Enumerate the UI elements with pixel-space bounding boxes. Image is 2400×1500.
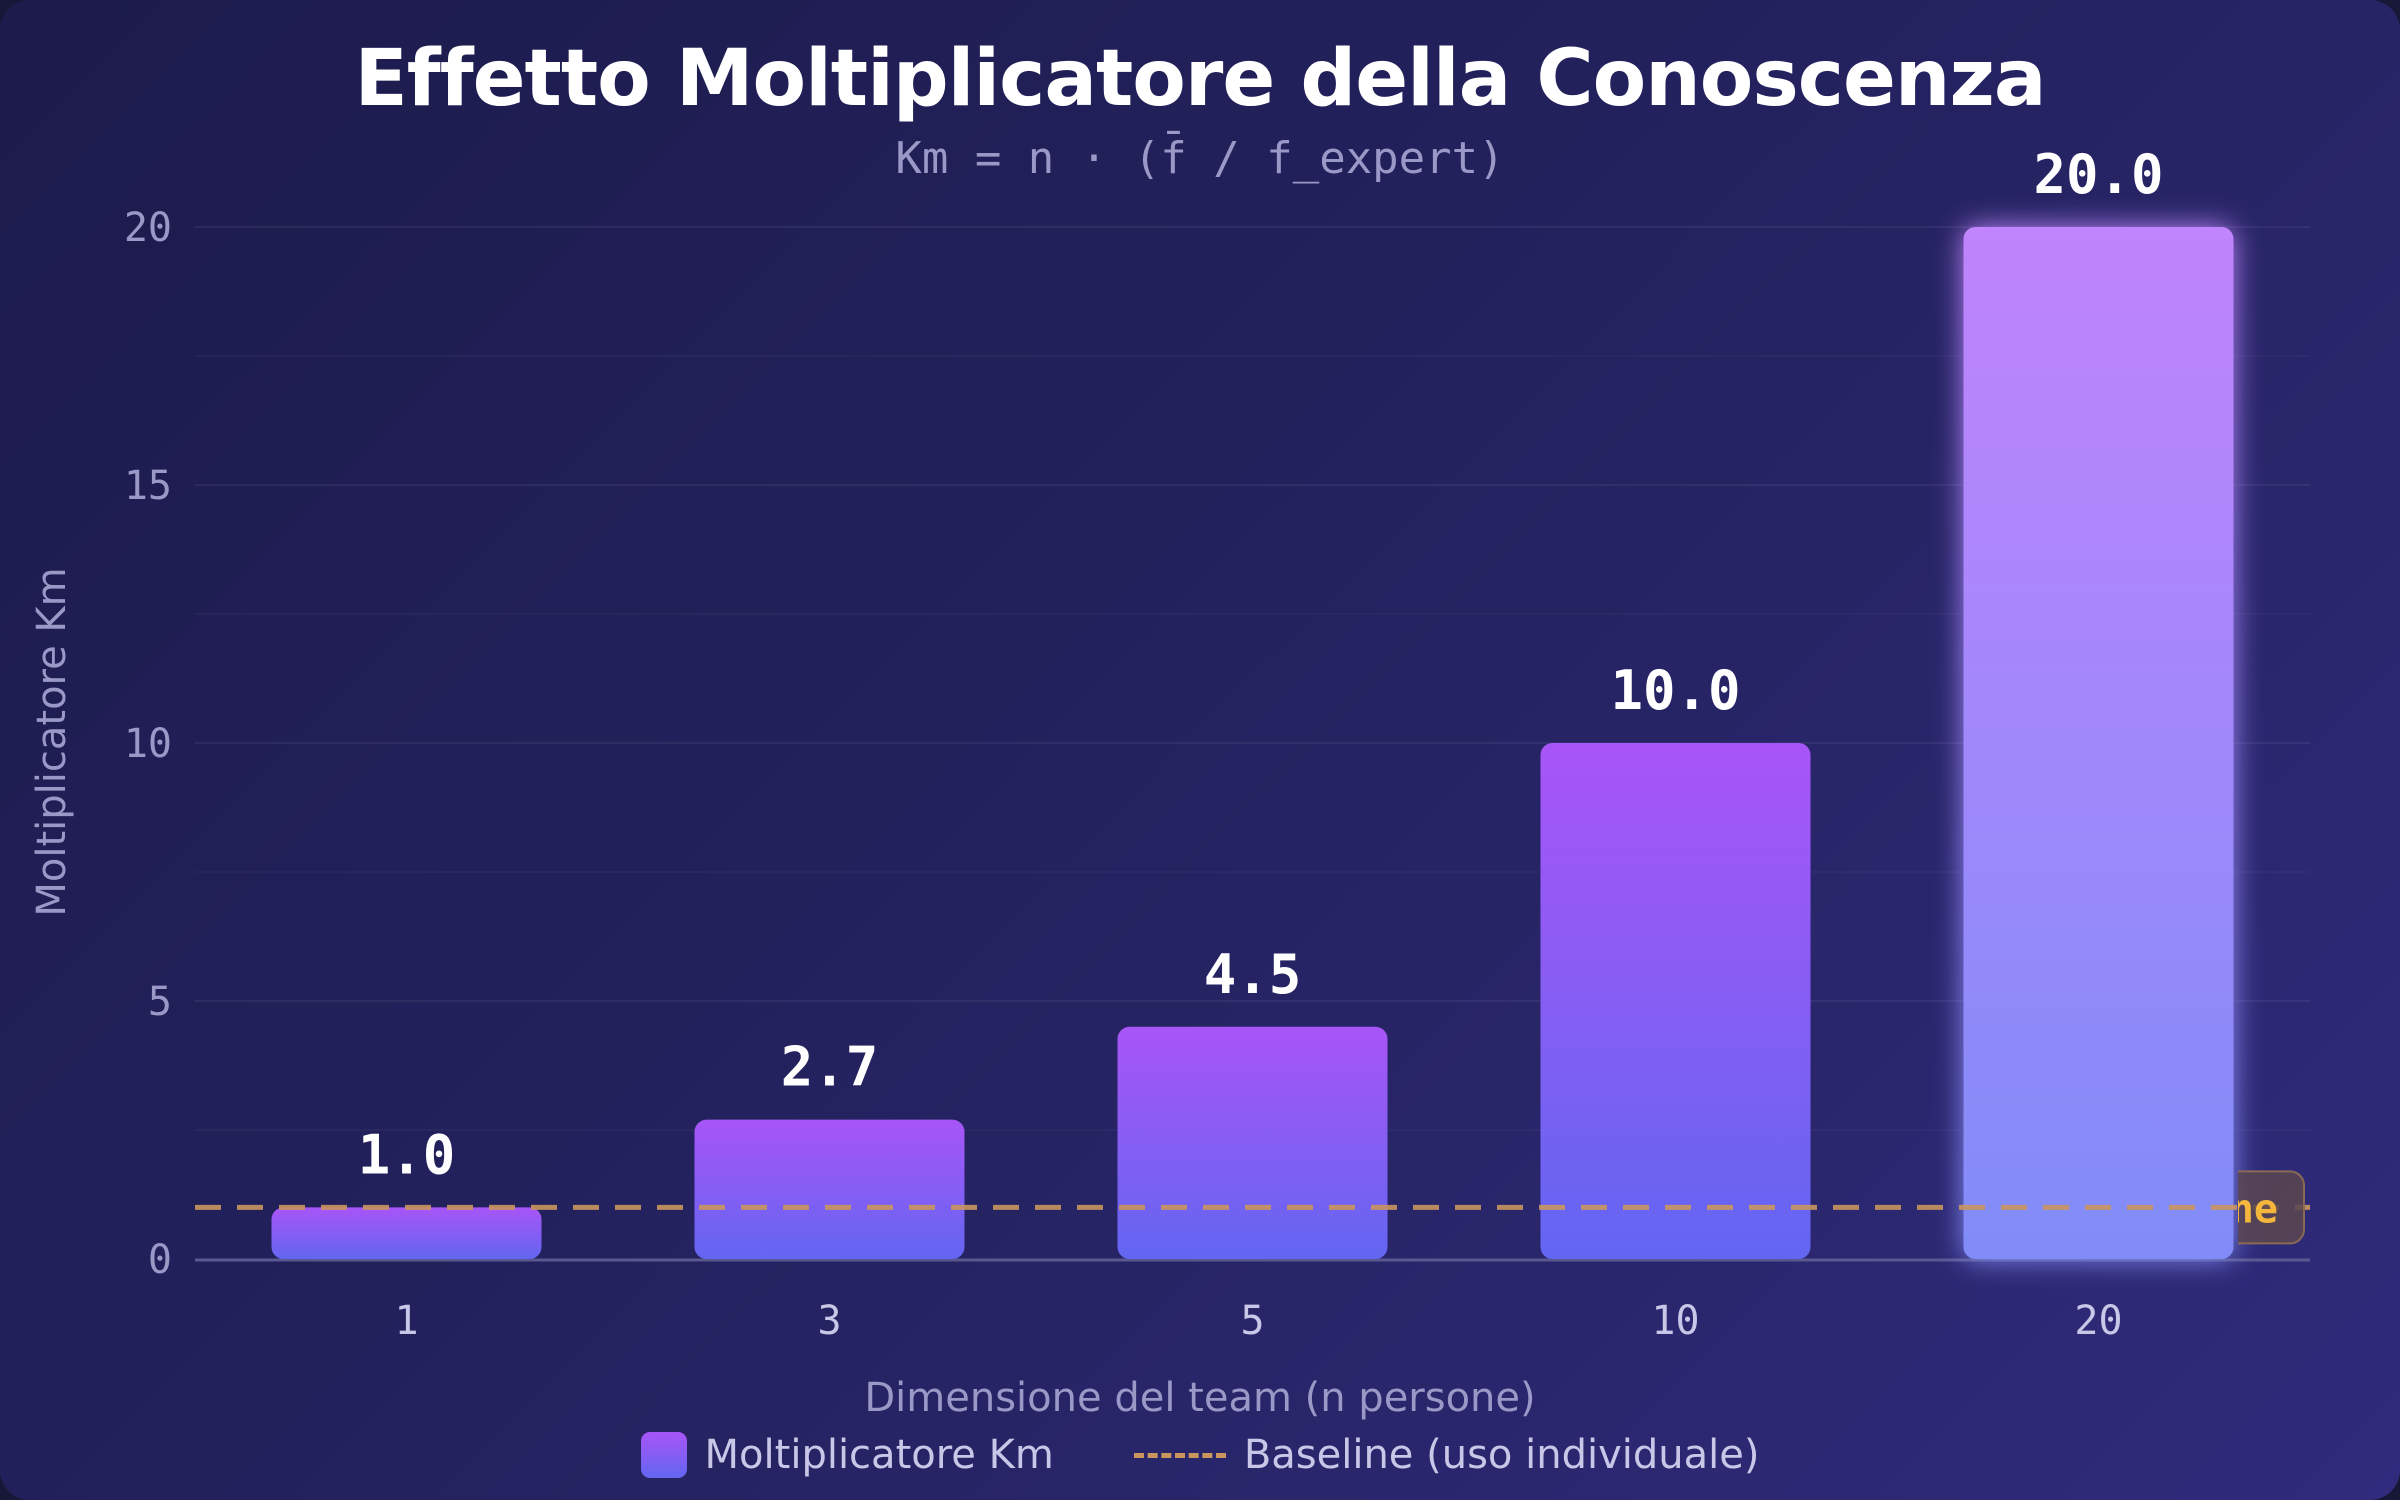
y-tick-label: 10	[124, 721, 172, 767]
y-tick-label: 20	[124, 205, 172, 251]
labels-layer: 0 5 10 15 20 1.0 1 2.7 3 4.5 5 10.0 10 20.0 20	[124, 143, 2164, 1344]
x-tick-label: 20	[2074, 1298, 2122, 1344]
chart-title: Effetto Moltiplicatore della Conoscenza	[354, 34, 2047, 124]
legend-item-bars[interactable]: Moltiplicatore Km	[640, 1432, 1054, 1478]
x-axis-label: Dimensione del team (n persone)	[864, 1375, 1536, 1421]
y-tick-label: 0	[148, 1237, 172, 1283]
x-tick-label: 3	[817, 1298, 841, 1344]
x-tick-label: 10	[1651, 1298, 1699, 1344]
legend-swatch-bars	[640, 1432, 687, 1478]
baseline-tag-text: ne	[2230, 1186, 2278, 1232]
bar	[694, 1119, 965, 1259]
bar-value-label: 1.0	[358, 1123, 456, 1186]
bar	[1540, 743, 1811, 1259]
x-tick-label: 1	[394, 1298, 418, 1344]
legend-label-bars: Moltiplicatore Km	[704, 1432, 1054, 1478]
y-tick-label: 15	[124, 463, 172, 509]
baseline-tag-bg	[2238, 1170, 2305, 1245]
legend-item-baseline[interactable]: Baseline (uso individuale)	[1133, 1432, 1760, 1478]
legend-swatch-baseline	[1133, 1452, 1226, 1458]
bar-value-label: 2.7	[781, 1036, 879, 1099]
y-axis-label: Moltiplicatore Km	[29, 567, 75, 917]
baseline-tag: ne	[2230, 1170, 2305, 1245]
grid-layer	[195, 226, 2310, 1262]
bar	[271, 1207, 542, 1259]
chart-subtitle: Km = n · (f̄ / f_expert)	[895, 133, 1505, 184]
bar-value-label: 4.5	[1204, 943, 1302, 1006]
legend-label-baseline: Baseline (uso individuale)	[1243, 1432, 1760, 1478]
bar-value-label: 10.0	[1610, 659, 1740, 722]
legend: Moltiplicatore Km Baseline (uso individu…	[0, 1432, 2400, 1478]
x-tick-label: 5	[1240, 1298, 1264, 1344]
baseline-layer: ne	[195, 1170, 2310, 1245]
bar	[1117, 1026, 1388, 1259]
bar	[1963, 227, 2234, 1259]
bars-layer	[271, 227, 2234, 1259]
bar-value-label: 20.0	[2033, 143, 2163, 206]
y-tick-label: 5	[148, 979, 172, 1025]
